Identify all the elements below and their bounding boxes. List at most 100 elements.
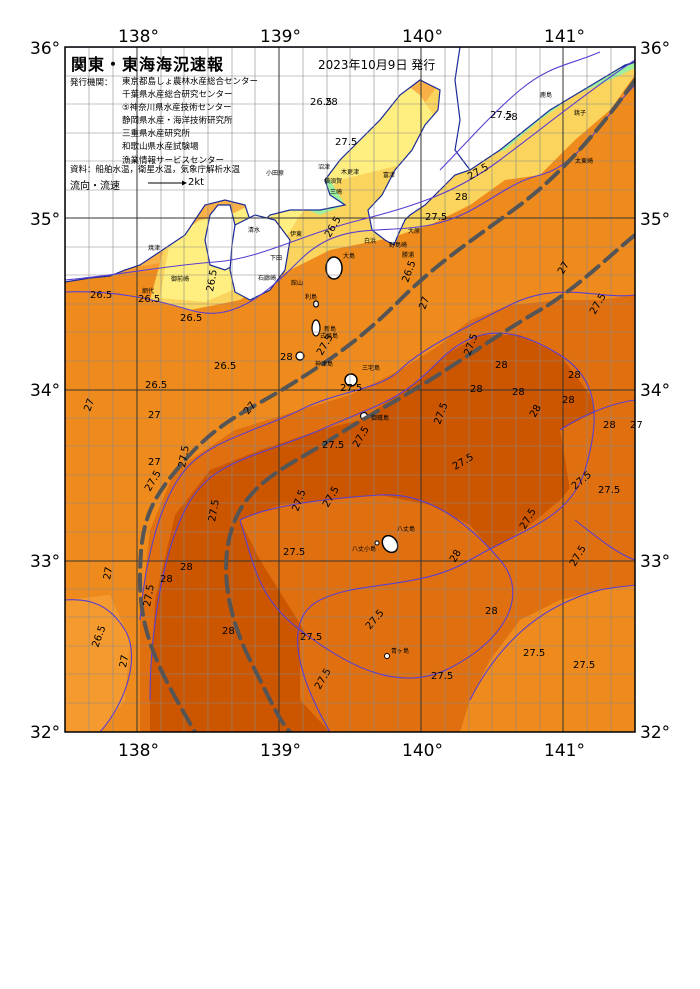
island-kozushima bbox=[295, 351, 305, 361]
isotherm-label: 27.5 bbox=[300, 632, 322, 643]
lon-tick-top: 141° bbox=[544, 27, 585, 47]
lon-tick-bottom: 141° bbox=[544, 741, 585, 761]
isotherm-label: 28 bbox=[470, 384, 483, 395]
isotherm-label: 28 bbox=[485, 606, 498, 617]
lat-tick-left: 34° bbox=[30, 381, 61, 401]
isotherm-label: 28 bbox=[160, 574, 173, 585]
isotherm-label: 26.5 bbox=[180, 313, 202, 324]
issuer-list: 東京都島しょ農林水産総合センター 千葉県水産総合研究センター ⑤神奈川県水産技術… bbox=[122, 76, 258, 168]
issuer-item: 和歌山県水産試験場 bbox=[122, 142, 199, 153]
issuer-item: ⑤神奈川県水産技術センター bbox=[122, 103, 232, 114]
isotherm-label: 26.5 bbox=[214, 361, 236, 372]
lon-tick-bottom: 139° bbox=[260, 741, 301, 761]
isotherm-label: 27.5 bbox=[207, 499, 222, 523]
isotherm-label: 28 bbox=[568, 370, 581, 381]
lat-tick-right: 36° bbox=[640, 39, 671, 59]
lat-tick-left: 35° bbox=[30, 210, 61, 230]
isotherm-label: 27.5 bbox=[598, 485, 620, 496]
place-name: 木更津 bbox=[341, 168, 359, 176]
lon-tick-top: 140° bbox=[402, 27, 443, 47]
isotherm-label: 27 bbox=[417, 295, 432, 311]
sst-zone-275-east bbox=[560, 400, 635, 560]
isotherm-label: 27 bbox=[118, 654, 131, 668]
place-name: 御前崎 bbox=[171, 275, 189, 283]
isotherm-label: 27.5 bbox=[340, 383, 362, 394]
isotherm-label: 26.5 bbox=[90, 290, 112, 301]
lon-tick-bottom: 140° bbox=[402, 741, 443, 761]
isotherm-label: 28 bbox=[455, 192, 468, 203]
current-legend-label: 流向・流速 bbox=[70, 181, 120, 192]
island-oshima bbox=[325, 256, 343, 280]
isotherm-label: 28 bbox=[505, 112, 518, 123]
sst-zone-27-south bbox=[460, 585, 635, 732]
place-name: 横須賀 bbox=[324, 177, 342, 185]
lat-tick-right: 34° bbox=[640, 381, 671, 401]
isotherm-label: 27.5 bbox=[425, 212, 447, 223]
lon-tick-top: 139° bbox=[260, 27, 301, 47]
issue-date: 2023年10月9日 発行 bbox=[318, 58, 436, 72]
isotherm-label: 27 bbox=[630, 420, 643, 431]
isotherm-label: 27 bbox=[148, 410, 161, 421]
place-name: 白浜 bbox=[364, 237, 376, 245]
place-name: 伊東 bbox=[290, 230, 302, 238]
island-hachijo-kojima bbox=[374, 540, 380, 546]
place-name: 御蔵島 bbox=[371, 414, 389, 422]
place-name: 勝浦 bbox=[402, 251, 414, 259]
isotherm-label: 27 bbox=[102, 566, 115, 580]
issuer-key: 発行機関： bbox=[70, 78, 113, 88]
place-name: 沼津 bbox=[318, 163, 330, 171]
isotherm-label: 27 bbox=[148, 457, 161, 468]
isotherm-label: 26.5 bbox=[145, 380, 167, 391]
map-title: 関東・東海海況速報 bbox=[71, 55, 225, 74]
issuer-item: 漁業情報サービスセンター bbox=[122, 155, 225, 166]
place-name: 鹿島 bbox=[540, 91, 552, 99]
lat-tick-left: 32° bbox=[30, 723, 61, 743]
isotherm-label: 26.5 bbox=[138, 294, 160, 305]
isotherm-label: 27.5 bbox=[322, 440, 344, 451]
place-name: 銚子 bbox=[574, 109, 586, 117]
place-name: 神津島 bbox=[315, 360, 333, 368]
isotherm-label: 28 bbox=[603, 420, 616, 431]
place-name: 八丈小島 bbox=[352, 545, 376, 553]
place-name: 式根島 bbox=[320, 332, 338, 340]
current-legend-value: 2kt bbox=[188, 177, 205, 188]
isotherm-label: 27.5 bbox=[431, 671, 453, 682]
isotherms bbox=[65, 51, 635, 732]
isotherm-label: 26.5 bbox=[205, 269, 220, 293]
isotherm-label: 28 bbox=[495, 360, 508, 371]
kuroshio-axis bbox=[137, 78, 635, 732]
island-miyake bbox=[344, 373, 358, 387]
place-name: 館山 bbox=[291, 279, 303, 287]
isotherm-label: 26.5 bbox=[310, 97, 332, 108]
issuer-item: 東京都島しょ農林水産総合センター bbox=[122, 77, 259, 87]
data-source: 資料：船舶水温，衛星水温，気象庁解析水温 bbox=[70, 165, 241, 175]
place-name: 下田 bbox=[270, 255, 282, 262]
isotherm-label: 28 bbox=[512, 387, 525, 398]
isotherm-label: 27.5 bbox=[490, 110, 512, 121]
sst-zone-27-sw bbox=[65, 595, 130, 732]
island-hachijo bbox=[381, 534, 399, 554]
graticule-major bbox=[65, 47, 635, 732]
lat-tick-right: 35° bbox=[640, 210, 671, 230]
issuer-item: 千葉県水産総合研究センター bbox=[122, 90, 233, 101]
place-name: 焼津 bbox=[148, 244, 160, 252]
place-name: 青ヶ島 bbox=[391, 647, 409, 655]
isotherm-label: 27.5 bbox=[142, 584, 157, 608]
place-name: 野島崎 bbox=[389, 241, 407, 249]
lon-tick-top: 138° bbox=[118, 27, 159, 47]
isotherm-label: 27.5 bbox=[573, 660, 595, 671]
place-name: 大原 bbox=[408, 227, 420, 235]
place-name: 三宅島 bbox=[362, 364, 380, 372]
isotherm-label: 28 bbox=[222, 626, 235, 637]
place-name: 利島 bbox=[305, 293, 317, 301]
island-niijima bbox=[311, 319, 321, 337]
isotherm-label: 28 bbox=[180, 562, 193, 573]
place-name: 新島 bbox=[324, 325, 336, 333]
place-name: 八丈島 bbox=[397, 525, 415, 533]
lon-tick-bottom: 138° bbox=[118, 741, 159, 761]
lat-tick-left: 33° bbox=[30, 552, 61, 572]
issuer-item: 三重県水産研究所 bbox=[122, 129, 191, 140]
lat-tick-right: 32° bbox=[640, 723, 671, 743]
